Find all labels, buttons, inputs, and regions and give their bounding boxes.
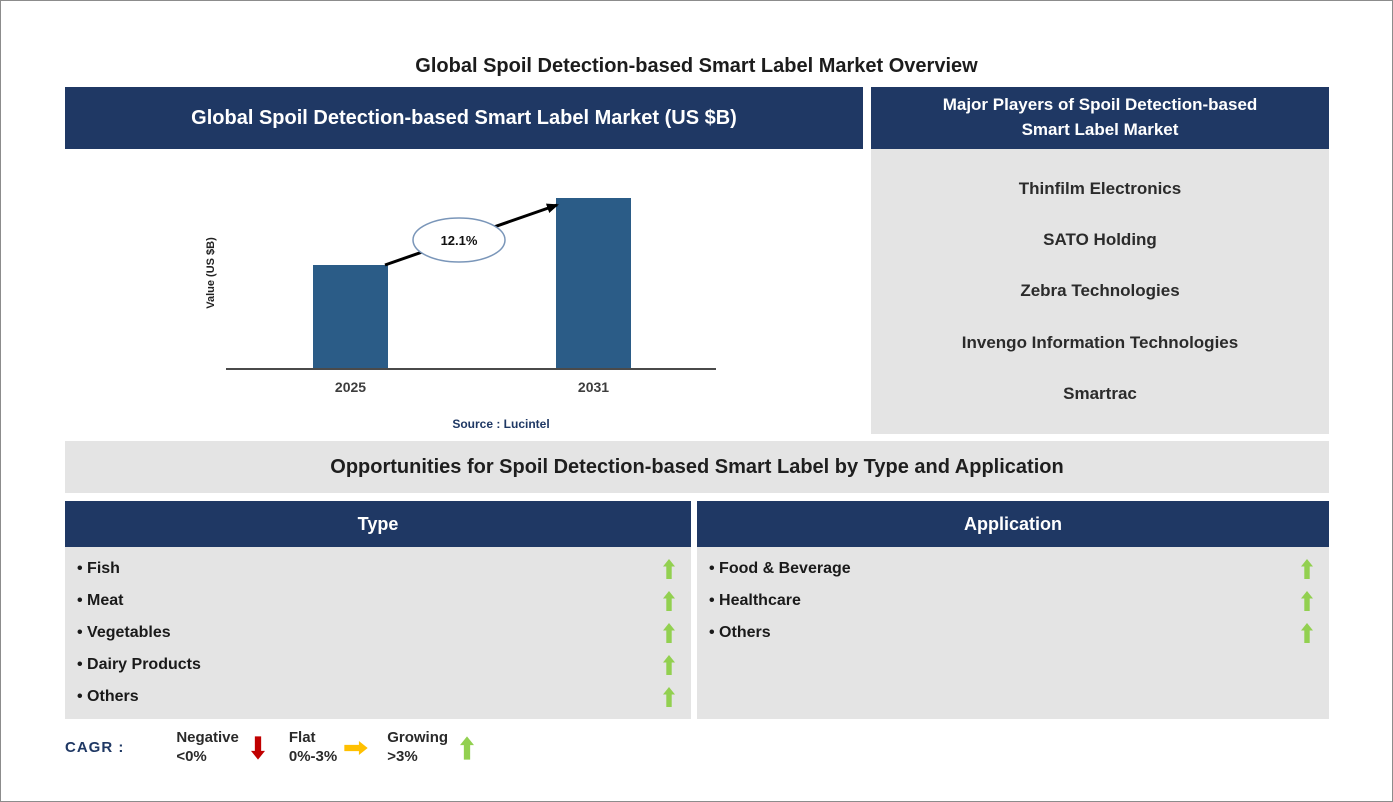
legend-growing-range: >3% [387, 747, 418, 765]
cagr-value: 12.1% [441, 233, 478, 248]
opportunities-title: Opportunities for Spoil Detection-based … [330, 455, 1064, 478]
tick-label-2031: 2031 [577, 379, 610, 395]
type-item-label: Vegetables [77, 624, 171, 642]
growth-arrow [384, 203, 559, 267]
players-header: Major Players of Spoil Detection-based S… [871, 87, 1329, 149]
growth-arrow-overlay: 12.1% [384, 203, 559, 267]
chart-title: Global Spoil Detection-based Smart Label… [191, 106, 737, 129]
player-item: Smartrac [1063, 384, 1137, 404]
growing-arrow-icon [663, 655, 675, 675]
legend-flat-range: 0%-3% [288, 747, 338, 765]
list-item: Fish [65, 553, 691, 585]
legend-negative-range: <0% [176, 747, 207, 765]
type-item-label: Meat [77, 592, 123, 610]
chart-bar-2031 [556, 198, 631, 368]
legend-entry-growing: Growing >3% [387, 729, 475, 767]
source-text: Source : Lucintel [452, 417, 550, 431]
opportunities-band: Opportunities for Spoil Detection-based … [65, 441, 1329, 493]
cagr-ellipse [412, 217, 506, 263]
legend-growing-name: Growing [387, 729, 449, 746]
growing-arrow-icon [663, 687, 675, 707]
list-item: Dairy Products [65, 649, 691, 681]
legend-flat-name: Flat [288, 729, 316, 746]
list-item: Vegetables [65, 617, 691, 649]
list-item: Healthcare [697, 585, 1329, 617]
list-item: Food & Beverage [697, 553, 1329, 585]
players-list: Thinfilm Electronics SATO Holding Zebra … [871, 149, 1329, 434]
x-axis-line [226, 368, 716, 370]
growing-arrow-icon [460, 736, 475, 760]
legend-entry-negative: Negative <0% [176, 729, 265, 767]
y-axis-label: Value (US $B) [205, 237, 217, 309]
application-item-label: Healthcare [709, 592, 801, 610]
market-bar-chart: Value (US $B) 2025 2031 12.1% Source : L… [65, 149, 863, 434]
list-item: Others [697, 617, 1329, 649]
application-item-label: Others [709, 624, 771, 642]
application-header-label: Application [964, 513, 1062, 534]
cagr-legend: CAGR : Negative <0% Flat 0%-3% Growing >… [65, 729, 498, 767]
tick-label-2025: 2025 [334, 379, 367, 395]
chart-title-bar: Global Spoil Detection-based Smart Label… [65, 87, 863, 149]
player-item: SATO Holding [1043, 230, 1157, 250]
growing-arrow-icon [663, 559, 675, 579]
players-header-text: Major Players of Spoil Detection-based S… [942, 95, 1258, 139]
application-panel-header: Application [697, 501, 1329, 547]
player-item: Thinfilm Electronics [1018, 178, 1182, 198]
legend-negative-name: Negative [176, 729, 239, 746]
type-header-label: Type [357, 513, 399, 534]
application-item-label: Food & Beverage [709, 560, 851, 578]
type-item-label: Fish [77, 560, 120, 578]
type-panel-body: Fish Meat Vegetables Dairy Products Othe… [65, 547, 691, 719]
page-title: Global Spoil Detection-based Smart Label… [415, 55, 978, 77]
legend-entry-flat: Flat 0%-3% [288, 729, 368, 767]
type-panel-header: Type [65, 501, 691, 547]
type-item-label: Dairy Products [77, 656, 201, 674]
player-item: Invengo Information Technologies [961, 332, 1239, 352]
type-item-label: Others [77, 688, 139, 706]
growing-arrow-icon [1301, 623, 1313, 643]
negative-arrow-icon [250, 736, 265, 760]
growing-arrow-icon [1301, 559, 1313, 579]
chart-bar-2025 [313, 265, 388, 368]
cagr-legend-label: CAGR : [65, 739, 125, 757]
player-item: Zebra Technologies [1020, 281, 1180, 301]
list-item: Meat [65, 585, 691, 617]
growing-arrow-icon [1301, 591, 1313, 611]
flat-arrow-icon [344, 740, 368, 755]
growing-arrow-icon [663, 623, 675, 643]
list-item: Others [65, 681, 691, 713]
application-panel-body: Food & Beverage Healthcare Others [697, 547, 1329, 719]
growing-arrow-icon [663, 591, 675, 611]
